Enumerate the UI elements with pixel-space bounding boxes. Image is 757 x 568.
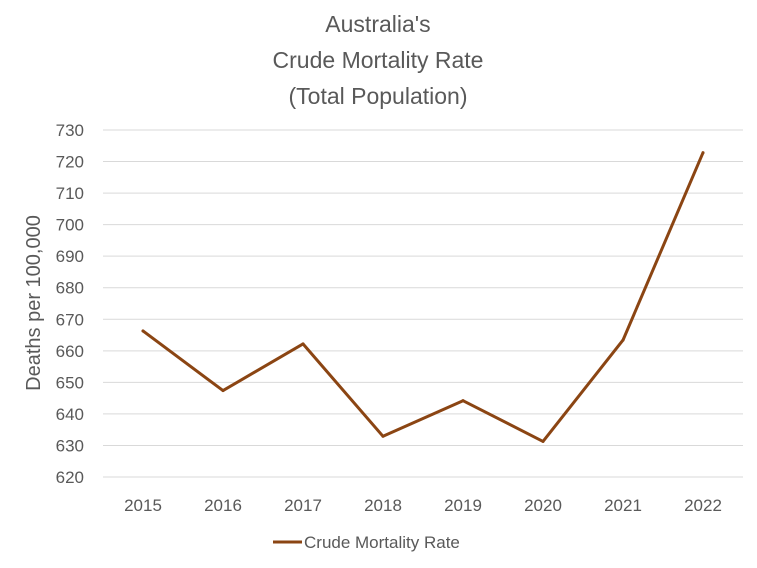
y-tick-label: 700 (56, 216, 84, 235)
data-point (621, 338, 625, 342)
data-point (461, 399, 465, 403)
x-tick-label: 2016 (204, 496, 242, 515)
data-point (381, 434, 385, 438)
y-tick-label: 620 (56, 468, 84, 487)
y-tick-label: 670 (56, 310, 84, 329)
x-tick-label: 2018 (364, 496, 402, 515)
chart-title-line-1: Australia's (325, 11, 430, 37)
x-tick-label: 2022 (684, 496, 722, 515)
chart-title-line-2: Crude Mortality Rate (273, 47, 484, 73)
y-tick-label: 630 (56, 436, 84, 455)
x-tick-label: 2015 (124, 496, 162, 515)
data-point (141, 329, 145, 333)
y-tick-label: 640 (56, 405, 84, 424)
data-point (541, 439, 545, 443)
chart-title: Australia's Crude Mortality Rate (Total … (273, 11, 484, 109)
x-tick-label: 2017 (284, 496, 322, 515)
x-tick-label: 2020 (524, 496, 562, 515)
y-tick-label: 660 (56, 342, 84, 361)
legend: Crude Mortality Rate (273, 533, 460, 552)
y-tick-label: 710 (56, 184, 84, 203)
y-tick-label: 650 (56, 373, 84, 392)
y-axis-ticks: 620 630 640 650 660 670 680 690 700 710 720 730 (56, 121, 84, 487)
data-point (701, 151, 705, 155)
x-axis-ticks: 2015 2016 2017 2018 2019 2020 2021 2022 (124, 496, 722, 515)
x-tick-label: 2019 (444, 496, 482, 515)
y-tick-label: 680 (56, 279, 84, 298)
y-tick-label: 720 (56, 153, 84, 172)
y-axis-label: Deaths per 100,000 (23, 215, 45, 391)
series-lines (141, 151, 705, 443)
chart-title-line-3: (Total Population) (289, 83, 468, 109)
data-point (221, 389, 225, 393)
y-tick-label: 730 (56, 121, 84, 140)
y-tick-label: 690 (56, 247, 84, 266)
x-tick-label: 2021 (604, 496, 642, 515)
series-line (141, 151, 705, 443)
data-point (301, 342, 305, 346)
legend-label: Crude Mortality Rate (304, 533, 460, 552)
gridlines (103, 129, 743, 478)
